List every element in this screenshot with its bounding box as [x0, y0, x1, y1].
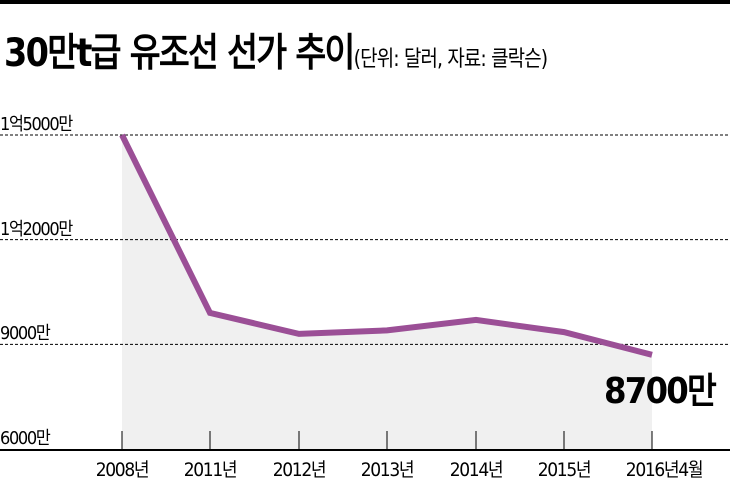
- price-line: [119, 133, 653, 358]
- last-value-callout: 8700만: [604, 371, 717, 412]
- x-tick-label: 2015년: [537, 459, 592, 481]
- x-tick-label: 2014년: [449, 459, 504, 481]
- x-tick-label: 2016년4월: [625, 459, 704, 481]
- top-rule: [0, 0, 730, 4]
- x-tick-label: 2008년: [95, 459, 150, 481]
- y-tick-label: 1억5000만: [0, 114, 73, 135]
- y-tick-label: 6000만: [0, 428, 51, 449]
- area-fill: [122, 135, 652, 449]
- x-tick-label: 2012년: [272, 459, 327, 481]
- chart-subtitle: (단위: 달러, 자료: 클락슨): [353, 47, 548, 72]
- x-tick-label: 2011년: [183, 459, 238, 481]
- title-text: 30만t급 유조선 선가 추이: [4, 31, 355, 76]
- x-tick-label: 2013년: [360, 459, 415, 481]
- chart-title: 30만t급 유조선 선가 추이(단위: 달러, 자료: 클락슨): [4, 22, 548, 78]
- y-tick-label: 9000만: [0, 323, 51, 345]
- y-tick-label: 1억2000만: [0, 218, 73, 240]
